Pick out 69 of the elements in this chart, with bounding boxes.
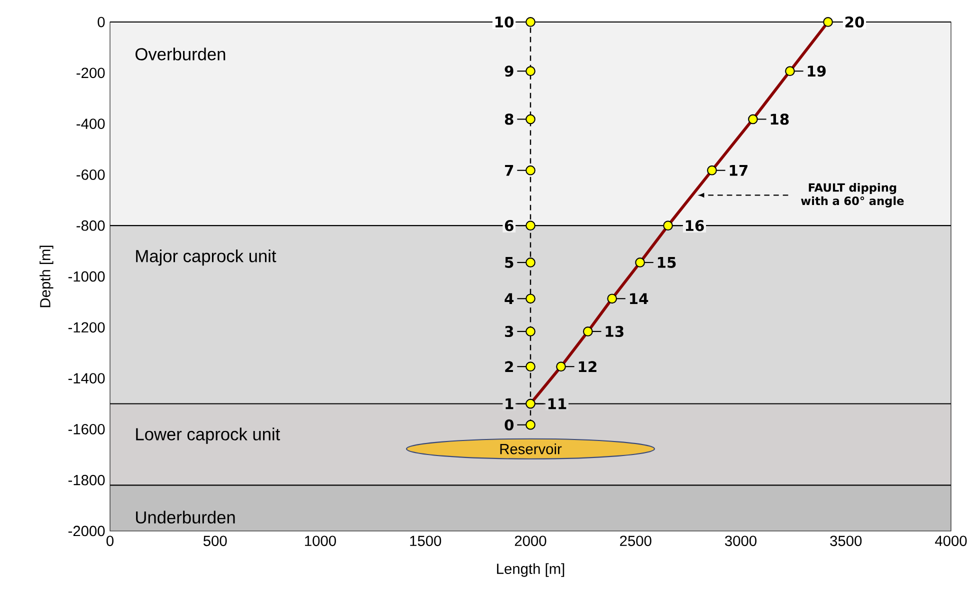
point <box>607 294 618 304</box>
point <box>663 220 673 231</box>
point <box>707 165 717 176</box>
band-label: Underburden <box>136 510 235 524</box>
annotation: 9 <box>504 66 514 77</box>
point <box>526 220 536 231</box>
annotation: 8 <box>504 114 514 125</box>
annotation: 15 <box>658 257 676 268</box>
y-tick-label: -1600 <box>68 424 105 434</box>
point <box>526 294 536 304</box>
point <box>526 398 536 409</box>
y-axis-title: Depth [m] <box>40 246 54 308</box>
annotation: 4 <box>504 293 514 304</box>
x-tick-label: 500 <box>203 536 227 546</box>
point <box>526 326 536 336</box>
point <box>526 66 536 76</box>
x-tick-label: 1500 <box>410 536 442 546</box>
x-axis-title: Length [m] <box>497 563 564 577</box>
x-tick-label: 3000 <box>725 536 756 546</box>
annotation: 13 <box>606 326 624 338</box>
point <box>526 258 536 268</box>
band-label: Overburden <box>136 48 226 60</box>
annotation: 18 <box>770 114 789 125</box>
y-tick-label: -2000 <box>68 526 105 536</box>
y-tick-label: -1000 <box>68 271 105 282</box>
annotation: 7 <box>505 165 514 176</box>
annotation: 16 <box>686 220 704 232</box>
annotation: 1 <box>506 398 514 410</box>
x-tick-label: 2500 <box>620 536 652 546</box>
x-tick-label: 3500 <box>830 536 862 546</box>
annotation: 12 <box>578 361 596 372</box>
annotation: 5 <box>505 257 514 268</box>
point <box>823 17 833 27</box>
y-tick-label: -1800 <box>68 474 105 486</box>
point <box>526 362 536 372</box>
point <box>526 420 536 430</box>
point <box>526 114 536 124</box>
annotation: 3 <box>505 326 514 338</box>
y-tick-label: -1200 <box>68 322 105 333</box>
x-tick-label: 4000 <box>935 536 967 546</box>
annotation: 2 <box>505 361 513 372</box>
y-tick-label: -1400 <box>68 373 105 384</box>
y-tick-label: -800 <box>76 220 105 231</box>
x-tick-label: 1000 <box>305 536 336 546</box>
annotation: 0 <box>504 419 514 430</box>
y-tick-label: -600 <box>76 170 105 180</box>
annotation: 11 <box>548 398 566 410</box>
annotation: 20 <box>845 16 864 28</box>
band-label: Major caprock unit <box>136 250 276 266</box>
annotation: Reservoir <box>500 443 562 454</box>
y-tick-label: 0 <box>98 16 105 28</box>
annotation: 14 <box>630 293 648 304</box>
annotation: 17 <box>730 165 748 176</box>
annotation: 10 <box>495 16 514 28</box>
point <box>556 362 566 372</box>
point <box>582 326 593 336</box>
y-tick-label: -400 <box>76 118 105 129</box>
point <box>635 258 645 268</box>
x-tick-label: 2000 <box>514 536 546 546</box>
annotation: 19 <box>808 66 826 77</box>
annotation: 6 <box>504 220 514 232</box>
x-tick-label: 0 <box>106 536 114 546</box>
annotation: FAULT dipping with a 60° angle <box>801 183 904 208</box>
point <box>526 17 536 27</box>
point <box>785 66 795 76</box>
y-tick-label: -200 <box>76 68 105 78</box>
band-label: Lower caprock unit <box>136 428 280 444</box>
point <box>526 165 536 176</box>
point <box>748 114 758 124</box>
